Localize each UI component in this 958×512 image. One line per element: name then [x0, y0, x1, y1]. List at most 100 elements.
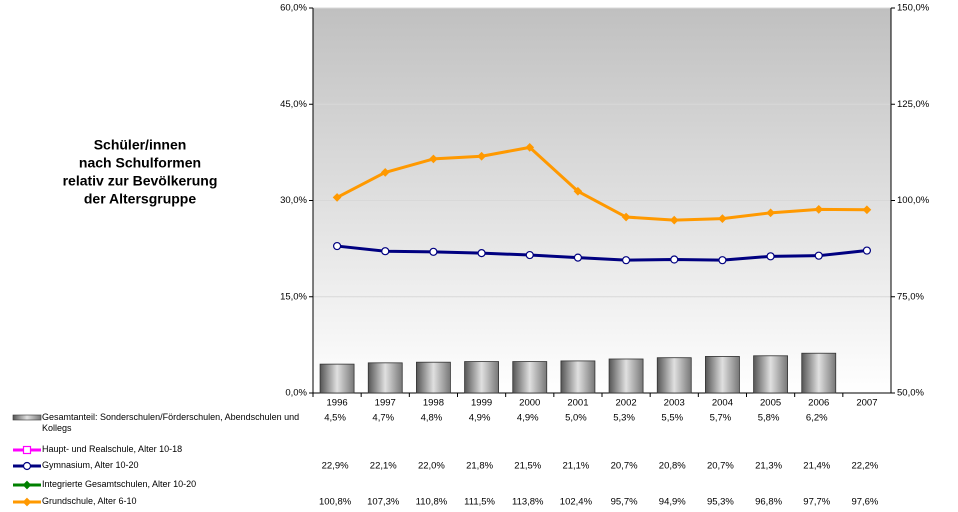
table-value: 102,4%	[560, 497, 593, 508]
x-tick-label: 2001	[567, 398, 588, 409]
bar	[416, 361, 451, 394]
y-tick-label: 60,0%	[280, 3, 307, 14]
x-tick-label: 2005	[760, 398, 781, 409]
table-value: 95,3%	[707, 497, 734, 508]
table-value: 111,5%	[464, 497, 495, 508]
marker	[525, 143, 535, 152]
marker	[477, 151, 486, 161]
line	[336, 145, 867, 222]
bar	[656, 357, 692, 394]
x-tick-label: 2003	[664, 398, 685, 409]
x-tick-label: 2004	[712, 398, 733, 409]
bar	[753, 355, 788, 394]
legend-marker	[22, 480, 32, 490]
marker	[862, 205, 872, 215]
table-value: 21,3%	[755, 461, 782, 472]
table-value: 97,6%	[851, 497, 878, 508]
y-tick-label: 45,0%	[280, 99, 307, 110]
table-value: 113,8%	[512, 497, 544, 508]
legend-label: Gesamtanteil: Sonderschulen/Förderschule…	[42, 412, 300, 433]
table-value: 20,7%	[611, 461, 638, 472]
table-value: 95,7%	[611, 497, 638, 508]
x-tick-label: 2000	[519, 398, 540, 409]
table-value: 5,7%	[710, 413, 732, 424]
chart-title: der Altersgruppe	[84, 191, 196, 207]
marker	[862, 246, 872, 255]
y2-tick-label: 125,0%	[897, 99, 930, 110]
chart-title: relativ zur Bevölkerung	[63, 173, 218, 189]
marker	[477, 249, 486, 258]
table-value: 22,9%	[322, 461, 349, 472]
table-value: 100,8%	[319, 497, 352, 508]
table-value: 94,9%	[659, 497, 686, 508]
table-value: 21,1%	[562, 461, 589, 472]
marker	[332, 241, 342, 251]
y-tick-label: 30,0%	[280, 195, 307, 206]
bar	[367, 362, 403, 394]
table-value: 4,5%	[324, 413, 346, 424]
bar	[464, 361, 499, 394]
x-tick-label: 2007	[856, 398, 877, 409]
line	[336, 244, 868, 262]
table-value: 97,7%	[803, 497, 830, 508]
marker	[381, 247, 390, 256]
x-tick-label: 1999	[471, 398, 492, 409]
bar	[705, 356, 740, 394]
table-value: 20,7%	[707, 461, 734, 472]
bar	[608, 358, 644, 394]
marker	[718, 214, 727, 223]
table-value: 22,2%	[851, 461, 878, 472]
table-value: 21,8%	[466, 461, 493, 472]
x-tick-label: 1997	[375, 398, 396, 409]
marker	[573, 186, 583, 196]
legend-label: Gymnasium, Alter 10-20	[42, 460, 139, 470]
marker	[621, 256, 631, 265]
y-tick-label: 0,0%	[285, 388, 307, 399]
legend-marker	[22, 445, 32, 455]
y-tick-label: 15,0%	[280, 291, 307, 302]
marker	[525, 250, 534, 260]
table-value: 4,9%	[469, 413, 491, 424]
table-value: 110,8%	[416, 497, 448, 508]
table-value: 5,0%	[565, 413, 587, 424]
y2-tick-label: 100,0%	[897, 195, 930, 206]
marker	[332, 193, 342, 202]
table-value: 21,4%	[803, 461, 830, 472]
table-value: 4,8%	[421, 413, 443, 424]
table-value: 21,5%	[514, 461, 541, 472]
table-value: 20,8%	[659, 461, 686, 472]
marker	[670, 255, 679, 264]
marker	[669, 215, 679, 225]
table-value: 22,1%	[370, 461, 397, 472]
x-tick-label: 1996	[327, 398, 348, 409]
table-value: 5,3%	[613, 413, 635, 424]
bar	[512, 361, 548, 394]
table-value: 5,8%	[758, 413, 780, 424]
y2-tick-label: 150,0%	[897, 3, 930, 14]
marker	[429, 247, 438, 256]
marker	[621, 212, 631, 222]
table-value: 4,7%	[372, 413, 394, 424]
table-value: 107,3%	[367, 497, 400, 508]
legend-label: Grundschule, Alter 6-10	[42, 496, 137, 506]
x-tick-label: 2002	[616, 398, 637, 409]
x-tick-label: 1998	[423, 398, 444, 409]
marker	[766, 252, 775, 261]
bar	[319, 363, 355, 394]
y2-tick-label: 75,0%	[897, 291, 924, 302]
marker	[380, 168, 390, 177]
chart-title: Schüler/innen	[94, 137, 187, 153]
x-tick-label: 2006	[808, 398, 829, 409]
marker	[814, 205, 824, 214]
legend-label: Haupt- und Realschule, Alter 10-18	[42, 444, 183, 454]
bar	[560, 360, 596, 394]
table-value: 6,2%	[806, 413, 828, 424]
legend-label: Integrierte Gesamtschulen, Alter 10-20	[42, 479, 197, 489]
bar	[801, 352, 837, 394]
marker	[429, 154, 438, 164]
chart-title: nach Schulformen	[79, 155, 201, 171]
table-value: 5,5%	[661, 413, 683, 424]
table-value: 96,8%	[755, 497, 782, 508]
